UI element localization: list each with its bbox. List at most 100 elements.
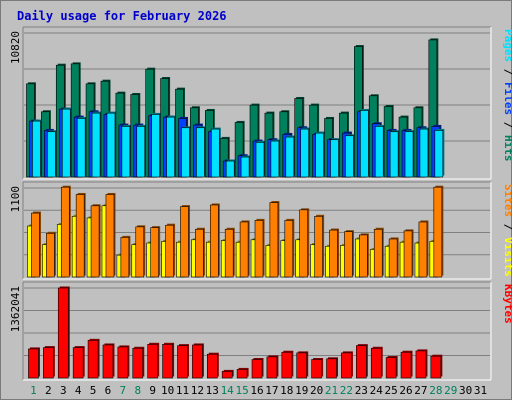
bar-sites-day-21 xyxy=(329,229,338,278)
bar-sites-day-5 xyxy=(90,205,100,278)
bar-pages-day-5 xyxy=(91,112,101,178)
bar-sites-day-9 xyxy=(150,227,159,278)
x-tick-day: 31 xyxy=(474,384,487,397)
bar-sites-day-10 xyxy=(165,224,174,278)
bar-kbytes-day-7 xyxy=(117,346,129,379)
x-tick-day: 11 xyxy=(176,384,189,397)
panel-kbytes: 1362041 KBytes xyxy=(9,281,512,381)
bar-pages-day-2 xyxy=(47,131,56,178)
legend-entry: Pages xyxy=(502,29,512,62)
legend-entry: Visits xyxy=(502,237,512,277)
bar-sites-day-6 xyxy=(105,194,115,278)
bar-kbytes-day-16 xyxy=(251,359,263,379)
bar-kbytes-day-5 xyxy=(87,340,99,379)
bar-kbytes-day-25 xyxy=(385,357,397,379)
x-tick-day: 7 xyxy=(120,384,127,397)
legend-kbytes: KBytes xyxy=(502,284,512,324)
x-tick-day: 18 xyxy=(280,384,293,397)
bar-sites-day-27 xyxy=(418,221,428,278)
bar-pages-day-12 xyxy=(196,127,205,178)
bar-sites-day-12 xyxy=(195,228,204,278)
bar-sites-day-2 xyxy=(46,233,55,278)
bar-sites-day-13 xyxy=(209,204,219,278)
bar-sites-day-1 xyxy=(31,212,40,278)
x-tick-day: 5 xyxy=(90,384,97,397)
bar-kbytes-day-4 xyxy=(72,347,84,379)
x-tick-day: 28 xyxy=(429,384,442,397)
bar-kbytes-day-8 xyxy=(132,347,144,379)
x-tick-day: 12 xyxy=(191,384,204,397)
bar-pages-day-15 xyxy=(240,156,250,178)
bar-pages-day-27 xyxy=(419,128,429,178)
bar-kbytes-day-12 xyxy=(192,344,203,379)
x-tick-day: 9 xyxy=(149,384,156,397)
x-tick-day: 4 xyxy=(75,384,82,397)
bar-pages-day-3 xyxy=(61,108,71,178)
legend-entry: KBytes xyxy=(502,284,512,324)
x-tick-day: 3 xyxy=(60,384,67,397)
bar-sites-day-28 xyxy=(433,186,443,278)
bar-pages-day-1 xyxy=(32,120,41,178)
x-tick-day: 25 xyxy=(385,384,398,397)
bar-sites-day-24 xyxy=(373,228,383,278)
x-tick-day: 6 xyxy=(105,384,112,397)
bar-sites-day-3 xyxy=(60,186,70,278)
bar-kbytes-day-20 xyxy=(311,359,322,379)
bar-sites-day-16 xyxy=(254,220,264,278)
bar-sites-day-11 xyxy=(180,206,189,278)
bar-sites-day-15 xyxy=(239,221,249,278)
bar-pages-day-16 xyxy=(255,142,265,178)
bar-sites-day-14 xyxy=(224,228,234,278)
x-tick-day: 30 xyxy=(459,384,472,397)
x-tick-day: 2 xyxy=(45,384,52,397)
legend-entry: / xyxy=(502,62,512,82)
bar-kbytes-day-3 xyxy=(57,287,69,379)
bar-pages-day-8 xyxy=(136,126,146,178)
bar-kbytes-day-24 xyxy=(370,347,382,379)
legend-entry: Hits xyxy=(502,135,512,162)
panel-visits-sites: 1100 Sites / Visits xyxy=(9,181,512,280)
bar-pages-day-23 xyxy=(360,110,369,178)
legend-entry: Files xyxy=(502,82,512,115)
bar-sites-day-17 xyxy=(269,202,279,278)
bar-kbytes-day-17 xyxy=(266,356,278,379)
bar-pages-day-6 xyxy=(106,112,116,178)
bar-kbytes-day-10 xyxy=(162,344,173,379)
x-tick-day: 19 xyxy=(295,384,308,397)
bar-pages-day-11 xyxy=(181,127,190,178)
legend-entry: / xyxy=(502,217,512,237)
bar-sites-day-25 xyxy=(388,238,398,278)
bar-pages-day-13 xyxy=(210,128,220,178)
x-tick-day: 21 xyxy=(325,384,338,397)
panel-hits-files-pages: 10820 Pages / Files / Hits xyxy=(9,26,512,180)
legend-entry: Sites xyxy=(502,184,512,217)
x-tick-day: 15 xyxy=(235,384,248,397)
x-tick-day: 10 xyxy=(161,384,174,397)
bar-kbytes-day-11 xyxy=(177,345,188,379)
bar-pages-day-7 xyxy=(121,126,131,178)
legend-hits-files-pages: Pages / Files / Hits xyxy=(502,29,512,162)
x-tick-day: 1 xyxy=(30,384,37,397)
legend-visits-sites: Sites / Visits xyxy=(502,184,512,277)
bar-pages-day-4 xyxy=(76,118,86,178)
x-tick-day: 13 xyxy=(206,384,219,397)
y-max-label: 10820 xyxy=(9,31,22,64)
x-tick-day: 16 xyxy=(250,384,263,397)
bar-sites-day-23 xyxy=(359,234,368,278)
x-tick-day: 29 xyxy=(444,384,457,397)
bar-pages-day-25 xyxy=(389,131,399,178)
bar-pages-day-24 xyxy=(374,126,384,178)
bar-kbytes-day-28 xyxy=(430,355,442,379)
bar-kbytes-day-21 xyxy=(326,358,337,379)
bar-sites-day-20 xyxy=(314,216,323,278)
chart-title: Daily usage for February 2026 xyxy=(17,9,227,23)
bar-pages-day-19 xyxy=(300,128,310,178)
x-tick-day: 17 xyxy=(265,384,278,397)
bar-sites-day-26 xyxy=(403,230,413,278)
x-tick-day: 14 xyxy=(221,384,235,397)
bar-pages-day-10 xyxy=(166,116,175,178)
bar-pages-day-21 xyxy=(330,139,339,178)
bar-kbytes-day-19 xyxy=(296,352,308,379)
